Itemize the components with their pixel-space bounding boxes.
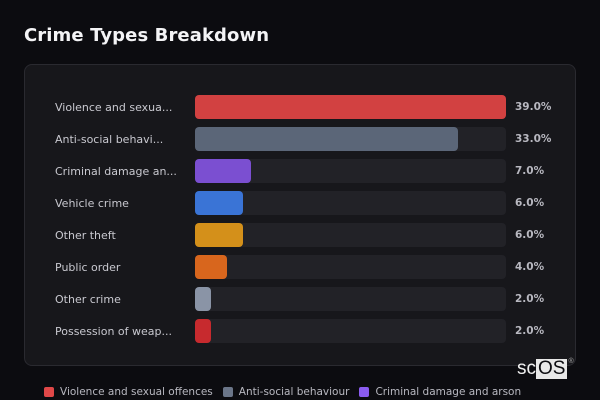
bar-label: Criminal damage an... <box>55 164 177 178</box>
watermark-prefix: sc <box>517 358 536 379</box>
bar-value: 39.0% <box>515 101 552 113</box>
bar-track <box>195 319 506 343</box>
bar-label: Vehicle crime <box>55 196 129 210</box>
bar-value: 6.0% <box>515 229 545 241</box>
bar-fill[interactable] <box>195 191 243 215</box>
bar-row: Criminal damage an... 7.0% <box>25 159 575 183</box>
bar-value: 4.0% <box>515 261 545 273</box>
legend-item[interactable]: Violence and sexual offences <box>44 386 213 398</box>
bar-fill[interactable] <box>195 95 506 119</box>
bar-track <box>195 127 506 151</box>
bar-row: Other crime 2.0% <box>25 287 575 311</box>
legend-swatch-icon <box>359 387 370 397</box>
chart-card: Violence and sexua... 39.0% Anti-social be… <box>24 64 576 366</box>
chart-title: Crime Types Breakdown <box>24 25 270 46</box>
bar-track <box>195 223 506 247</box>
legend-label: Anti-social behaviour <box>238 386 350 398</box>
bar-fill[interactable] <box>195 127 459 151</box>
bar-track <box>195 95 506 119</box>
bar-fill[interactable] <box>195 255 228 279</box>
bar-label: Anti-social behavi... <box>55 132 164 146</box>
bar-fill[interactable] <box>195 223 243 247</box>
bar-label: Other crime <box>55 292 121 306</box>
bar-track <box>195 287 506 311</box>
bar-value: 33.0% <box>515 133 552 145</box>
legend-swatch-icon <box>222 387 233 397</box>
legend-item[interactable]: Anti-social behaviour <box>222 386 350 398</box>
bar-value: 2.0% <box>515 325 545 337</box>
legend-swatch-icon <box>44 387 54 397</box>
bar-label: Public order <box>55 260 121 274</box>
legend-item[interactable]: Criminal damage and arson <box>359 386 521 398</box>
bar-value: 7.0% <box>515 165 545 177</box>
bar-row: Anti-social behavi... 33.0% <box>25 127 575 151</box>
registered-mark-icon: ® <box>568 358 574 365</box>
watermark-highlight: OS <box>536 358 568 379</box>
bar-label: Violence and sexua... <box>55 100 173 114</box>
legend-label: Criminal damage and arson <box>375 386 522 398</box>
bar-fill[interactable] <box>195 159 251 183</box>
bar-row: Violence and sexua... 39.0% <box>25 95 575 119</box>
bar-fill[interactable] <box>195 287 211 311</box>
bar-row: Other theft 6.0% <box>25 223 575 247</box>
bar-row: Vehicle crime 6.0% <box>25 191 575 215</box>
scos-watermark-logo: sc OS ® <box>517 358 574 380</box>
bar-value: 2.0% <box>515 293 545 305</box>
bar-row: Possession of weap... 2.0% <box>25 319 575 343</box>
bar-row: Public order 4.0% <box>25 255 575 279</box>
bar-track <box>195 255 506 279</box>
chart-legend: Violence and sexual offences Anti-social … <box>44 386 531 398</box>
bar-label: Other theft <box>55 228 116 242</box>
legend-label: Violence and sexual offences <box>60 386 213 398</box>
bar-fill[interactable] <box>195 319 211 343</box>
bar-value: 6.0% <box>515 197 545 209</box>
bar-track <box>195 159 506 183</box>
bar-track <box>195 191 506 215</box>
bar-label: Possession of weap... <box>55 324 172 338</box>
